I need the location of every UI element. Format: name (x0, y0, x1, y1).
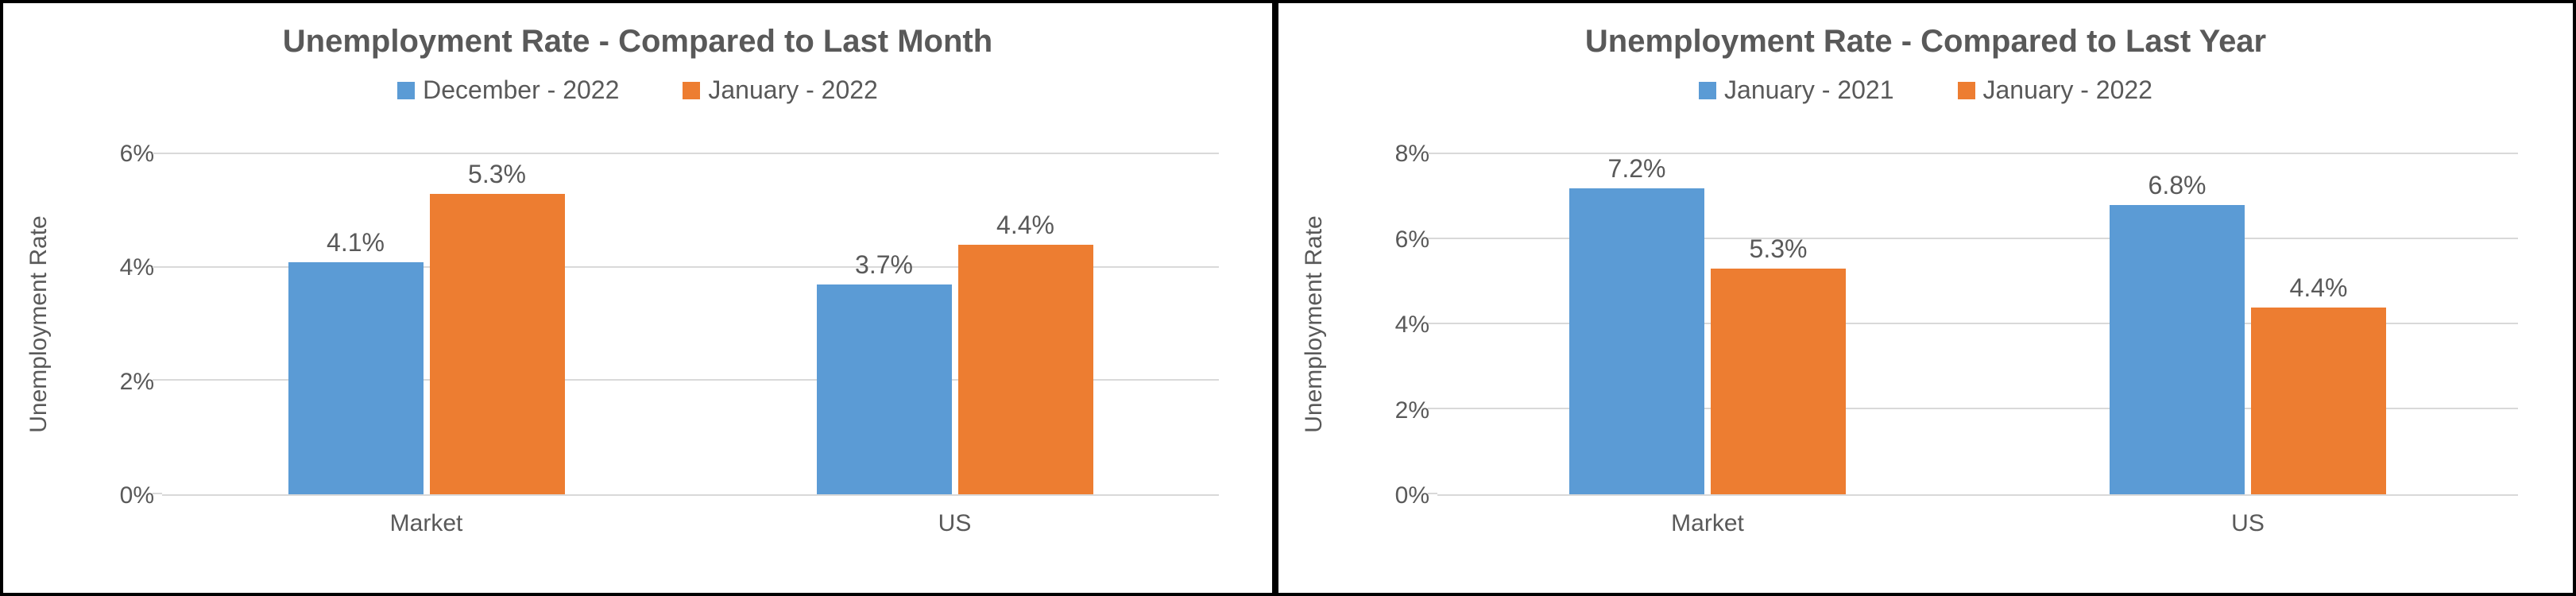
y-axis-label: Unemployment Rate (25, 181, 52, 467)
y-tick-mark (1428, 323, 1437, 324)
legend-item: December - 2022 (397, 75, 619, 105)
bar-value-label: 7.2% (1608, 154, 1666, 188)
bar-group: 4.1%5.3% (162, 154, 690, 494)
bar-value-label: 3.7% (855, 250, 913, 284)
x-tick-label: US (690, 510, 1219, 537)
y-ticks: 0%2%4%6%8% (1374, 154, 1437, 496)
x-ticks: MarketUS (1437, 510, 2518, 537)
y-tick-label: 6% (1395, 226, 1429, 253)
legend-item: January - 2022 (1958, 75, 2152, 105)
y-tick-label: 0% (120, 482, 154, 509)
legend-label: December - 2022 (423, 75, 619, 105)
y-tick-label: 4% (120, 254, 154, 281)
bar-group: 6.8%4.4% (1978, 154, 2518, 494)
bar: 4.4% (958, 245, 1093, 494)
y-tick-mark (153, 379, 162, 381)
bar: 4.4% (2251, 308, 2386, 494)
x-tick-label: US (1978, 510, 2518, 537)
chart-title: Unemployment Rate - Compared to Last Yea… (1278, 24, 2573, 60)
y-tick-label: 2% (120, 369, 154, 396)
legend-swatch (683, 82, 700, 99)
bar: 4.1% (288, 262, 424, 494)
chart-panel-month: Unemployment Rate - Compared to Last Mon… (0, 0, 1275, 596)
y-tick-mark (153, 493, 162, 494)
chart-legend: December - 2022 January - 2022 (3, 75, 1272, 105)
bar-group: 7.2%5.3% (1437, 154, 1978, 494)
x-tick-label: Market (1437, 510, 1978, 537)
bar-groups: 7.2%5.3%6.8%4.4% (1437, 154, 2518, 494)
chart-body: 0%2%4%6%8%7.2%5.3%6.8%4.4% (1374, 154, 2518, 496)
legend-label: January - 2022 (1983, 75, 2152, 105)
chart-legend: January - 2021 January - 2022 (1278, 75, 2573, 105)
legend-item: January - 2022 (683, 75, 877, 105)
chart-body: 0%2%4%6%4.1%5.3%3.7%4.4% (99, 154, 1219, 496)
bar: 5.3% (430, 194, 565, 494)
y-tick-mark (1428, 408, 1437, 409)
y-tick-mark (1428, 238, 1437, 239)
y-tick-mark (153, 153, 162, 154)
legend-swatch (397, 82, 415, 99)
legend-label: January - 2022 (708, 75, 877, 105)
y-axis-label: Unemployment Rate (1301, 181, 1328, 467)
bar-value-label: 5.3% (1750, 234, 1808, 269)
plot-area: 7.2%5.3%6.8%4.4% (1437, 154, 2518, 496)
plot-area: 4.1%5.3%3.7%4.4% (162, 154, 1219, 496)
bar-groups: 4.1%5.3%3.7%4.4% (162, 154, 1219, 494)
bar-value-label: 4.1% (327, 228, 385, 262)
y-tick-mark (153, 266, 162, 268)
bar: 7.2% (1569, 188, 1704, 494)
chart-title: Unemployment Rate - Compared to Last Mon… (3, 24, 1272, 60)
y-tick-label: 2% (1395, 397, 1429, 424)
bar-value-label: 6.8% (2149, 171, 2207, 205)
y-tick-label: 4% (1395, 312, 1429, 339)
y-tick-label: 0% (1395, 482, 1429, 509)
bar-value-label: 4.4% (996, 211, 1054, 245)
legend-swatch (1958, 82, 1975, 99)
bar-group: 3.7%4.4% (690, 154, 1219, 494)
legend-swatch (1699, 82, 1716, 99)
y-tick-label: 6% (120, 141, 154, 168)
y-ticks: 0%2%4%6% (99, 154, 162, 496)
x-ticks: MarketUS (162, 510, 1219, 537)
bar: 3.7% (817, 284, 952, 494)
chart-panel-year: Unemployment Rate - Compared to Last Yea… (1275, 0, 2576, 596)
bar-value-label: 5.3% (468, 160, 526, 194)
y-tick-label: 8% (1395, 141, 1429, 168)
x-tick-label: Market (162, 510, 690, 537)
bar-value-label: 4.4% (2290, 273, 2348, 308)
bar: 6.8% (2110, 205, 2245, 494)
legend-item: January - 2021 (1699, 75, 1893, 105)
bar: 5.3% (1711, 269, 1846, 494)
y-tick-mark (1428, 153, 1437, 154)
y-tick-mark (1428, 493, 1437, 494)
legend-label: January - 2021 (1724, 75, 1893, 105)
